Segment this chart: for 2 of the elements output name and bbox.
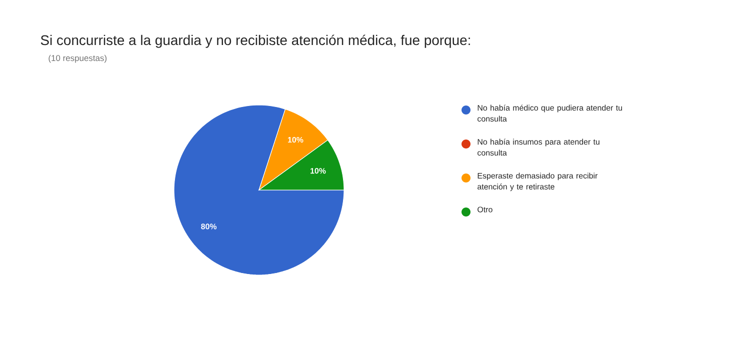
chart-title: Si concurriste a la guardia y no recibiste atención médica, fue porque:	[40, 34, 470, 48]
text: (10 respuestas)	[48, 54, 106, 63]
